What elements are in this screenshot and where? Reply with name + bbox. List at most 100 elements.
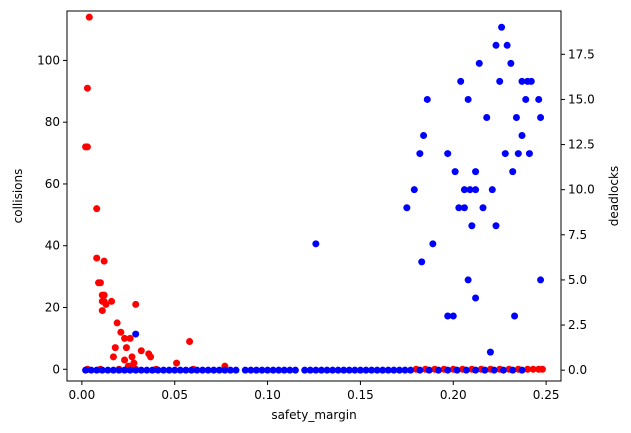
deadlocks-point <box>301 366 309 374</box>
collisions-point <box>147 353 155 361</box>
deadlocks-point <box>512 113 520 121</box>
deadlocks-point <box>312 240 320 248</box>
deadlocks-point <box>215 366 223 374</box>
x-tick-label: 0.25 <box>533 388 560 402</box>
x-tick-label: 0.10 <box>254 388 281 402</box>
deadlocks-point <box>468 222 476 230</box>
deadlocks-point <box>401 366 409 374</box>
deadlocks-point <box>241 366 249 374</box>
deadlocks-point <box>368 366 376 374</box>
y-axis-right-label: deadlocks <box>607 166 621 226</box>
deadlocks-point <box>176 366 184 374</box>
deadlocks-point <box>472 168 480 176</box>
y-left-tick-label: 20 <box>45 300 60 314</box>
deadlocks-point <box>522 95 530 103</box>
collisions-point <box>98 307 106 315</box>
deadlocks-point <box>87 366 95 374</box>
deadlocks-point <box>537 276 545 284</box>
deadlocks-point <box>132 366 140 374</box>
x-axis-label: safety_margin <box>271 408 356 422</box>
deadlocks-point <box>126 366 134 374</box>
deadlocks-point <box>501 150 509 158</box>
deadlocks-point <box>115 366 123 374</box>
y-right-tick-label: 5.0 <box>568 273 587 287</box>
deadlocks-point <box>390 366 398 374</box>
deadlocks-point <box>472 186 480 194</box>
deadlocks-point <box>232 366 240 374</box>
y-right-tick-label: 17.5 <box>568 47 595 61</box>
deadlocks-point <box>498 23 506 31</box>
deadlocks-point <box>193 366 201 374</box>
deadlocks-point <box>379 366 387 374</box>
deadlocks-point <box>525 150 533 158</box>
deadlocks-point <box>312 366 320 374</box>
deadlocks-point <box>275 366 283 374</box>
deadlocks-point <box>444 366 452 374</box>
deadlocks-point <box>291 366 299 374</box>
y-axis-left-label: collisions <box>11 169 25 224</box>
collisions-point <box>524 365 532 373</box>
deadlocks-point <box>518 77 526 85</box>
deadlocks-point <box>410 186 418 194</box>
deadlocks-point <box>264 366 272 374</box>
deadlocks-point <box>518 132 526 140</box>
deadlocks-point <box>160 366 168 374</box>
collisions-point <box>100 257 108 265</box>
collisions-point <box>173 359 181 367</box>
deadlocks-point <box>429 240 437 248</box>
deadlocks-point <box>449 312 457 320</box>
deadlocks-point <box>258 366 266 374</box>
y-right-tick-label: 12.5 <box>568 138 595 152</box>
collisions-point <box>538 365 546 373</box>
deadlocks-point <box>518 366 526 374</box>
collisions-point <box>85 13 93 21</box>
x-tick-label: 0.05 <box>161 388 188 402</box>
deadlocks-point <box>492 41 500 49</box>
deadlocks-point <box>499 366 507 374</box>
deadlocks-point <box>329 366 337 374</box>
deadlocks-point <box>280 366 288 374</box>
deadlocks-point <box>535 95 543 103</box>
deadlocks-point <box>451 168 459 176</box>
deadlocks-point <box>286 366 294 374</box>
deadlocks-point <box>460 186 468 194</box>
y-left-tick-label: 0 <box>52 362 60 376</box>
deadlocks-point <box>323 366 331 374</box>
deadlocks-point <box>187 366 195 374</box>
collisions-point <box>186 337 194 345</box>
deadlocks-point <box>93 366 101 374</box>
x-tick-label: 0.20 <box>440 388 467 402</box>
collisions-point <box>102 300 110 308</box>
collisions-point <box>121 356 129 364</box>
collisions-point <box>108 297 116 305</box>
deadlocks-point <box>252 366 260 374</box>
collisions-point <box>137 347 145 355</box>
deadlocks-point <box>483 113 491 121</box>
y-right-tick-label: 15.0 <box>568 92 595 106</box>
collisions-point <box>529 365 537 373</box>
deadlocks-point <box>154 366 162 374</box>
deadlocks-point <box>416 366 424 374</box>
collisions-point <box>122 344 130 352</box>
deadlocks-point <box>488 186 496 194</box>
deadlocks-point <box>403 204 411 212</box>
collisions-point <box>126 334 134 342</box>
x-tick-label: 0.15 <box>347 388 374 402</box>
y-left-tick-label: 100 <box>37 53 60 67</box>
deadlocks-point <box>199 366 207 374</box>
collisions-point <box>93 254 101 262</box>
deadlocks-point <box>340 366 348 374</box>
deadlocks-point <box>479 204 487 212</box>
y-right-tick-label: 10.0 <box>568 183 595 197</box>
deadlocks-point <box>210 366 218 374</box>
deadlocks-point <box>507 59 515 67</box>
deadlocks-point <box>457 77 465 85</box>
deadlocks-point <box>165 366 173 374</box>
deadlocks-point <box>434 366 442 374</box>
deadlocks-point <box>486 348 494 356</box>
deadlocks-point <box>143 366 151 374</box>
deadlocks-point <box>492 222 500 230</box>
deadlocks-point <box>356 366 364 374</box>
points-layer <box>82 13 546 374</box>
